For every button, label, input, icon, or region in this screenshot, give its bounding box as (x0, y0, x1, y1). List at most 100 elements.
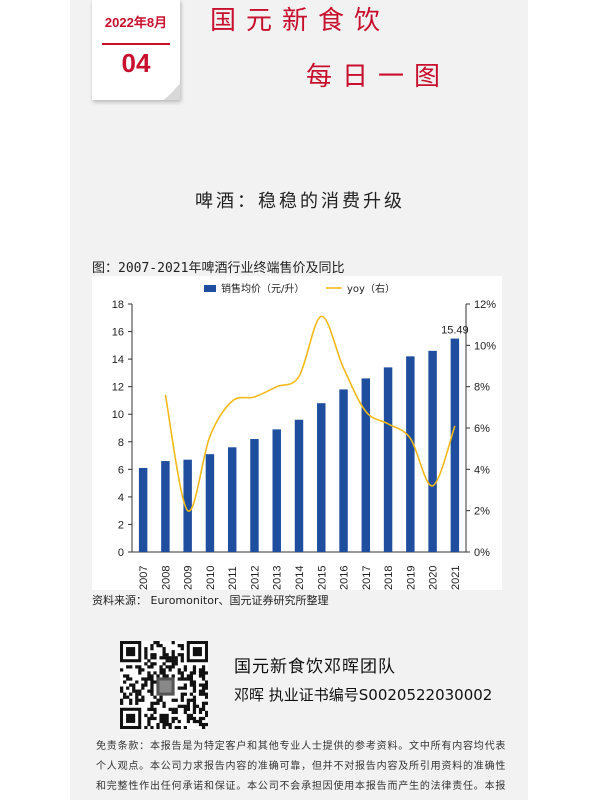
qr-module (171, 665, 175, 669)
qr-module (138, 692, 142, 696)
qr-module (204, 683, 208, 687)
bar-2014 (294, 419, 304, 552)
qr-module (159, 713, 163, 718)
qr-module (189, 680, 194, 684)
qr-module (192, 671, 197, 675)
qr-module (189, 716, 194, 721)
qr-module (144, 680, 148, 684)
bar-2015 (317, 403, 326, 552)
team-name: 国元新食饮邓晖团队 (234, 657, 396, 677)
qr-module (171, 710, 175, 715)
qr-module (192, 689, 197, 693)
qr-module (135, 689, 139, 693)
qr-module (144, 677, 148, 681)
qr-module (189, 698, 194, 702)
qr-module (162, 674, 166, 678)
qr-module (198, 722, 203, 727)
qr-module (150, 665, 154, 669)
bar-2017 (361, 378, 371, 552)
qr-module (162, 653, 166, 657)
qr-module (153, 656, 157, 660)
legend-bar-swatch (204, 285, 216, 292)
qr-module (177, 653, 181, 657)
qr-module (135, 698, 139, 702)
qr-module (147, 722, 151, 727)
qr-module (183, 707, 187, 711)
y-left-tick-label: 6 (118, 464, 124, 476)
qr-module (120, 701, 124, 705)
qr-module (165, 653, 169, 657)
date-day: 04 (121, 48, 151, 78)
x-tick-label-2007: 2007 (138, 566, 150, 590)
qr-module (183, 683, 187, 687)
qr-module (162, 713, 166, 718)
qr-module (147, 689, 151, 693)
qr-module (165, 719, 169, 724)
x-tick-label-2021: 2021 (450, 566, 462, 590)
x-tick-label-2013: 2013 (272, 566, 284, 590)
qr-module (204, 713, 208, 718)
qr-module (132, 683, 136, 687)
qr-module (153, 716, 157, 721)
qr-module (150, 707, 154, 711)
qr-module (162, 701, 166, 705)
qr-module (126, 647, 136, 657)
x-tick-label-2008: 2008 (160, 566, 172, 590)
qr-module (180, 704, 184, 708)
qr-module (204, 680, 208, 684)
qr-module (126, 686, 130, 690)
legend-bar-label: 销售均价（元/升） (221, 282, 304, 295)
qr-module (180, 677, 184, 681)
qr-module (150, 725, 154, 729)
chart-svg: 0 2 4 6 8 10 12 14 16 18 0% 2% 4% 6% 8% 10% 12% 15.49 2007… (112, 282, 496, 590)
qr-module (162, 656, 166, 660)
qr-module (135, 695, 139, 699)
qr-module (204, 686, 208, 690)
qr-module (183, 704, 187, 708)
qr-module (189, 671, 194, 675)
qr-module (159, 716, 163, 721)
qr-module (126, 713, 136, 723)
qr-module (150, 689, 154, 693)
qr-module (168, 656, 172, 660)
bar-2011 (227, 447, 237, 552)
qr-module (186, 674, 190, 678)
bar-2010 (205, 454, 215, 552)
qr-module (138, 665, 142, 669)
qr-module (177, 719, 181, 724)
qr-module (174, 716, 178, 721)
qr-module (201, 716, 206, 721)
qr-module (189, 674, 194, 678)
qr-module (150, 701, 154, 705)
qr-module (159, 671, 163, 675)
qr-module (180, 644, 184, 648)
qr-module (168, 668, 172, 672)
qr-module (183, 677, 187, 681)
qr-module (141, 686, 145, 690)
y-right-tick-label: 12% (474, 299, 496, 311)
qr-module (144, 713, 148, 718)
qr-module (147, 665, 151, 669)
qr-module (150, 680, 154, 684)
qr-module (168, 722, 172, 727)
bar-2016 (339, 389, 348, 552)
calendar-divider (102, 43, 170, 45)
qr-module (138, 689, 142, 693)
qr-module (180, 671, 184, 675)
qr-module (162, 722, 166, 727)
qr-module (162, 716, 166, 721)
qr-module (153, 662, 157, 666)
qr-module (165, 656, 169, 660)
qr-module (198, 674, 203, 678)
qr-module (198, 707, 203, 711)
x-tick-label-2020: 2020 (428, 566, 440, 590)
qr-module (198, 710, 203, 715)
qr-module (120, 668, 124, 672)
qr-module (165, 713, 169, 718)
qr-module (183, 665, 187, 669)
x-tick-label-2015: 2015 (316, 566, 328, 590)
qr-module (177, 704, 181, 708)
qr-module (192, 719, 197, 724)
qr-module (186, 707, 190, 711)
qr-module (165, 722, 169, 727)
